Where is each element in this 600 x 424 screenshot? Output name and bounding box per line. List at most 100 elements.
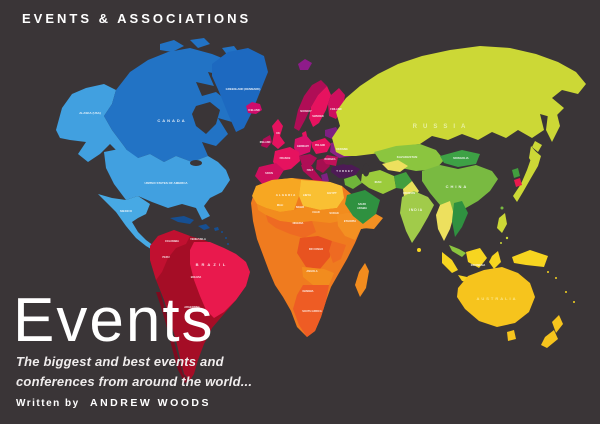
region-indonesia	[442, 248, 575, 303]
country-label: ITALY	[307, 169, 314, 172]
sulawesi	[489, 251, 501, 269]
region-italy	[301, 162, 323, 186]
country-label: ANGOLA	[306, 269, 317, 273]
country-label: MALI	[277, 203, 284, 207]
philippine-isle-1	[505, 236, 509, 240]
country-label: ARABIA	[357, 206, 367, 210]
country-label: ARGENTINA	[184, 305, 200, 309]
region-central-asia	[382, 160, 408, 172]
region-myanmar-thailand	[436, 201, 454, 241]
region-taiwan	[500, 206, 504, 210]
country-label: UKRAINE	[336, 147, 348, 151]
region-africa-angola	[302, 267, 334, 285]
hispaniola	[198, 224, 210, 230]
tagline-line2: conferences from around the world...	[16, 374, 253, 390]
region-saudi-arabia	[345, 190, 380, 224]
region-uk	[272, 119, 285, 149]
country-label: GREENLAND (DENMARK)	[226, 87, 261, 91]
country-label: EGYPT	[327, 191, 337, 195]
sumatra	[442, 252, 458, 273]
country-label: INDONESIA	[471, 263, 486, 267]
country-label: KAZAKHSTAN	[397, 155, 418, 159]
antilles-3	[227, 243, 229, 245]
country-label: LIBYA	[303, 193, 311, 197]
region-turkey	[331, 163, 360, 178]
region-greenland	[212, 48, 268, 132]
region-madagascar	[355, 263, 369, 297]
page-header: EVENTS & ASSOCIATIONS	[22, 11, 251, 26]
region-romania	[323, 155, 338, 166]
great-lakes-cutout	[190, 160, 202, 166]
country-label: SPAIN	[265, 171, 273, 175]
puerto-rico	[214, 227, 219, 231]
region-poland	[312, 138, 331, 154]
byline-prefix: Written by	[16, 398, 80, 409]
country-label: AUSTRALIA	[476, 296, 517, 301]
country-label: NIGER	[296, 205, 304, 209]
region-japan	[513, 141, 542, 202]
country-label: CHINA	[446, 184, 469, 189]
region-afghanistan	[394, 172, 412, 189]
region-france	[273, 147, 300, 171]
australia-mainland	[457, 267, 535, 327]
new-guinea	[512, 250, 548, 267]
region-alaska	[56, 84, 134, 162]
region-south-korea	[514, 178, 522, 187]
country-label: PERU	[162, 255, 169, 259]
region-india	[400, 191, 434, 243]
region-africa-sahel	[257, 198, 350, 223]
region-iraq	[344, 175, 362, 189]
region-iceland	[246, 102, 262, 114]
region-sweden	[309, 86, 331, 127]
region-svalbard	[298, 59, 312, 70]
region-north-korea	[512, 168, 520, 178]
byline-author: ANDREW WOODS	[90, 397, 211, 409]
region-africa-south	[293, 285, 329, 337]
region-australia	[457, 267, 563, 348]
region-africa-sand	[299, 180, 344, 210]
nz-south-island	[541, 330, 558, 348]
antilles-1	[221, 231, 223, 233]
country-label: IRAN	[375, 180, 382, 184]
hudson-bay-cutout	[192, 102, 220, 134]
hokkaido	[532, 141, 542, 152]
region-mexico	[98, 194, 162, 252]
region-caribbean	[170, 216, 229, 245]
region-norway	[294, 80, 327, 131]
region-usa	[104, 148, 230, 220]
region-brazil	[190, 242, 250, 318]
country-label: NIGERIA	[293, 221, 304, 225]
country-label: ALGERIA	[276, 193, 297, 197]
country-label: PAKISTAN	[403, 192, 415, 195]
country-label: COLOMBIA	[165, 239, 179, 243]
borneo	[466, 248, 487, 268]
antilles-2	[225, 237, 227, 239]
arctic-island-1	[160, 40, 184, 52]
luzon	[497, 213, 507, 233]
country-label: GERMANY	[297, 145, 310, 148]
pacific-isle-1	[565, 291, 567, 293]
country-label: VENEZUELA	[190, 237, 206, 241]
country-label: UNITED STATES OF AMERICA	[144, 181, 188, 185]
tagline-line1: The biggest and best events and	[16, 354, 224, 369]
country-label: ROMANIA	[325, 158, 336, 161]
cuba	[170, 216, 194, 224]
russia-mainland	[332, 46, 586, 156]
region-africa-east	[329, 241, 346, 263]
canada-mainland	[104, 48, 238, 162]
country-label: SUDAN	[329, 211, 338, 215]
pacific-isle-2	[573, 301, 575, 303]
country-label: INDIA	[409, 208, 423, 212]
country-label: FINLAND	[330, 107, 342, 111]
region-mongolia	[440, 150, 480, 167]
country-label: POLAND	[315, 144, 325, 147]
solomon-2	[555, 277, 557, 279]
region-philippines	[497, 213, 509, 244]
country-label: RUSSIA	[413, 124, 472, 130]
country-label: SOUTH AFRICA	[302, 309, 322, 313]
nz-north-island	[552, 315, 563, 333]
region-iran	[361, 170, 396, 194]
region-africa-gulf	[266, 215, 316, 238]
region-africa-nw	[252, 178, 301, 212]
honshu	[513, 150, 541, 202]
